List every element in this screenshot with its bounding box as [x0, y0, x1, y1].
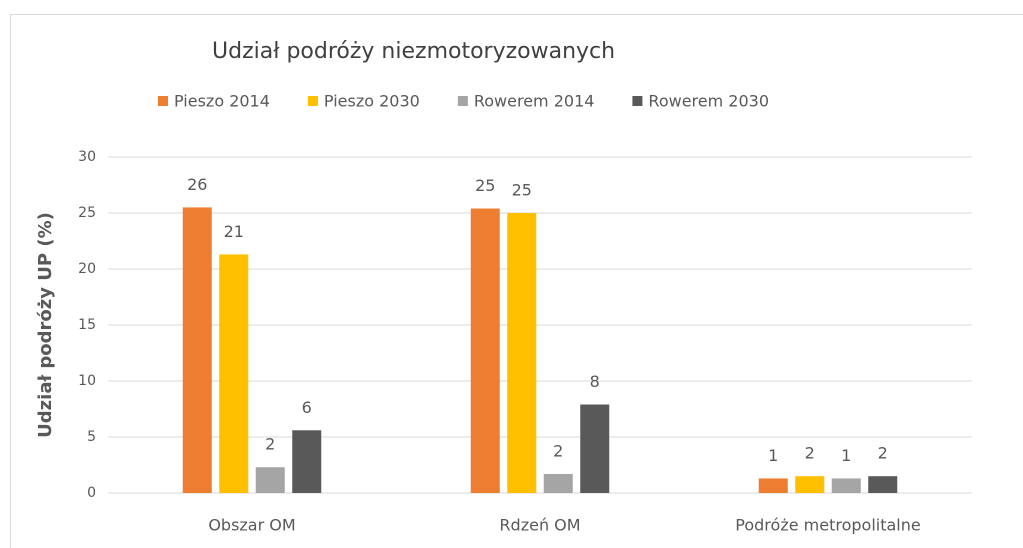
y-tick-label: 25: [78, 205, 96, 221]
data-label: 2: [878, 444, 888, 463]
data-label: 1: [841, 446, 851, 465]
data-label: 1: [768, 446, 778, 465]
chart-frame: [10, 14, 1023, 548]
data-label: 8: [590, 372, 600, 391]
x-tick-label: Rdzeń OM: [499, 516, 580, 535]
data-label: 2: [553, 441, 563, 460]
legend-swatch: [158, 96, 168, 106]
y-tick-label: 20: [78, 261, 96, 277]
bar: [795, 476, 825, 493]
legend-label: Pieszo 2014: [174, 92, 270, 111]
chart-title: Udział podróży niezmotoryzowanych: [212, 39, 615, 64]
legend-swatch: [632, 96, 643, 106]
y-tick-label: 30: [78, 149, 96, 165]
bar: [507, 213, 537, 493]
x-tick-label: Podróże metropolitalne: [735, 516, 920, 535]
data-label: 26: [187, 175, 207, 194]
y-tick-label: 15: [78, 317, 96, 333]
data-label: 2: [265, 435, 275, 454]
data-label: 25: [475, 176, 495, 195]
data-label: 6: [302, 398, 312, 417]
legend-swatch: [457, 96, 468, 106]
legend-label: Pieszo 2030: [324, 92, 420, 111]
bar: [470, 208, 500, 493]
bar: [831, 478, 861, 493]
legend-label: Rowerem 2014: [474, 92, 595, 111]
y-tick-label: 0: [87, 485, 96, 501]
legend-label: Rowerem 2030: [648, 92, 769, 111]
bar: [543, 473, 573, 493]
bar: [758, 478, 788, 493]
bar: [219, 254, 249, 493]
y-tick-label: 5: [87, 429, 96, 445]
bar: [292, 430, 322, 493]
bar: [182, 207, 212, 493]
bar: [255, 467, 285, 493]
y-tick-label: 10: [78, 373, 96, 389]
bar: [868, 476, 898, 493]
data-label: 21: [224, 222, 244, 241]
data-label: 25: [512, 181, 532, 200]
bar: [580, 404, 610, 493]
data-label: 2: [805, 444, 815, 463]
legend-swatch: [307, 96, 318, 106]
y-axis-label: Udział podróży UP (%): [35, 212, 56, 438]
x-tick-label: Obszar OM: [208, 516, 295, 535]
